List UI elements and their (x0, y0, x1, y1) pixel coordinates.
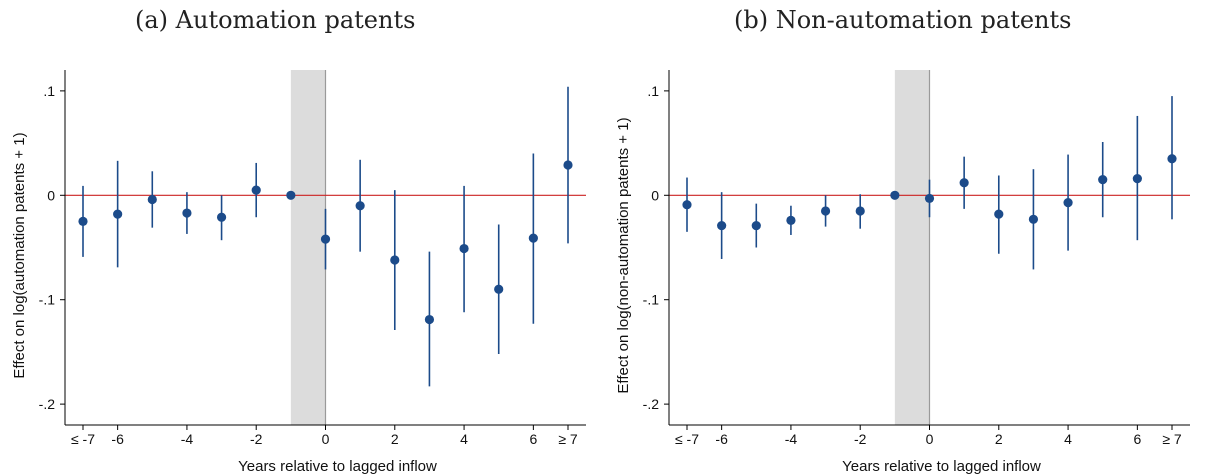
point-estimate (1063, 198, 1073, 208)
point-estimate (717, 220, 727, 231)
x-tick-label: -4 (785, 431, 798, 447)
point-estimate (424, 314, 435, 325)
x-tick-label: 0 (322, 431, 330, 447)
x-tick-label: 0 (926, 431, 934, 447)
x-tick-label: -2 (250, 431, 263, 447)
point-estimate (494, 284, 504, 294)
y-tick-label: -.1 (39, 292, 56, 308)
point-estimate (78, 216, 88, 226)
point-estimate (855, 206, 865, 216)
point-estimate (751, 220, 761, 231)
point-estimate (786, 215, 796, 225)
point-estimate (355, 201, 365, 211)
x-tick-label: -4 (181, 431, 194, 447)
y-tick-label: .1 (43, 83, 55, 99)
point-estimate (1132, 173, 1142, 184)
point-estimate (251, 185, 261, 195)
point-estimate (182, 208, 192, 218)
automation-patents-chart: .1 0 -.1 -.2 ≤ -7 -6 -4 -2 0 2 4 6 ≥ 7 Years relative… (11, 70, 586, 475)
y-tick-label: 0 (651, 187, 659, 203)
y-tick-label: -.2 (39, 396, 56, 412)
point-estimate (1028, 214, 1039, 224)
x-tick-label: 4 (460, 431, 468, 447)
y-tick-label: .1 (647, 83, 659, 99)
x-tick-label: 4 (1064, 431, 1072, 447)
point-estimate (216, 212, 227, 222)
x-tick-label: ≥ 7 (1162, 431, 1182, 447)
x-tick-label: 6 (529, 431, 537, 447)
point-estimate (924, 193, 935, 204)
x-tick-label: 2 (391, 431, 399, 447)
point-estimate (1098, 175, 1108, 185)
x-tick-label: ≤ -7 (71, 431, 95, 447)
point-estimate (994, 209, 1004, 219)
x-tick-label: ≤ -7 (675, 431, 699, 447)
y-tick-label: 0 (47, 187, 55, 203)
point-estimate (320, 234, 331, 244)
panel-a-title: (a) Automation patents (135, 6, 416, 34)
x-tick-label: -2 (854, 431, 867, 447)
x-axis-title: Years relative to lagged inflow (238, 458, 437, 475)
x-axis-title: Years relative to lagged inflow (842, 458, 1041, 475)
point-estimate (113, 209, 123, 219)
x-tick-label: 6 (1133, 431, 1141, 447)
point-estimate (563, 160, 573, 170)
shaded-interval (894, 70, 930, 425)
non-automation-patents-chart: .1 0 -.1 -.2 ≤ -7 -6 -4 -2 0 2 4 6 ≥ 7 Years relative… (615, 70, 1190, 475)
point-estimate (959, 178, 969, 188)
x-tick-label: ≥ 7 (558, 431, 578, 447)
point-estimate (820, 206, 831, 216)
point-estimate (286, 190, 296, 200)
y-axis-title: Effect on log(automation patents + 1) (11, 132, 28, 378)
y-axis-title: Effect on log(non-automation patents + 1… (615, 117, 632, 393)
y-tick-label: -.1 (643, 292, 660, 308)
panel-b-title: (b) Non-automation patents (734, 6, 1072, 34)
y-tick-label: -.2 (643, 396, 660, 412)
x-tick-label: 2 (995, 431, 1003, 447)
point-estimate (890, 190, 900, 200)
shaded-interval (290, 70, 326, 425)
point-estimate (1167, 154, 1177, 164)
x-tick-label: -6 (111, 431, 124, 447)
point-estimate (528, 233, 538, 243)
point-estimate (147, 194, 157, 205)
point-estimate (459, 243, 469, 254)
point-estimate (390, 255, 400, 265)
point-estimate (682, 200, 692, 210)
x-tick-label: -6 (715, 431, 728, 447)
